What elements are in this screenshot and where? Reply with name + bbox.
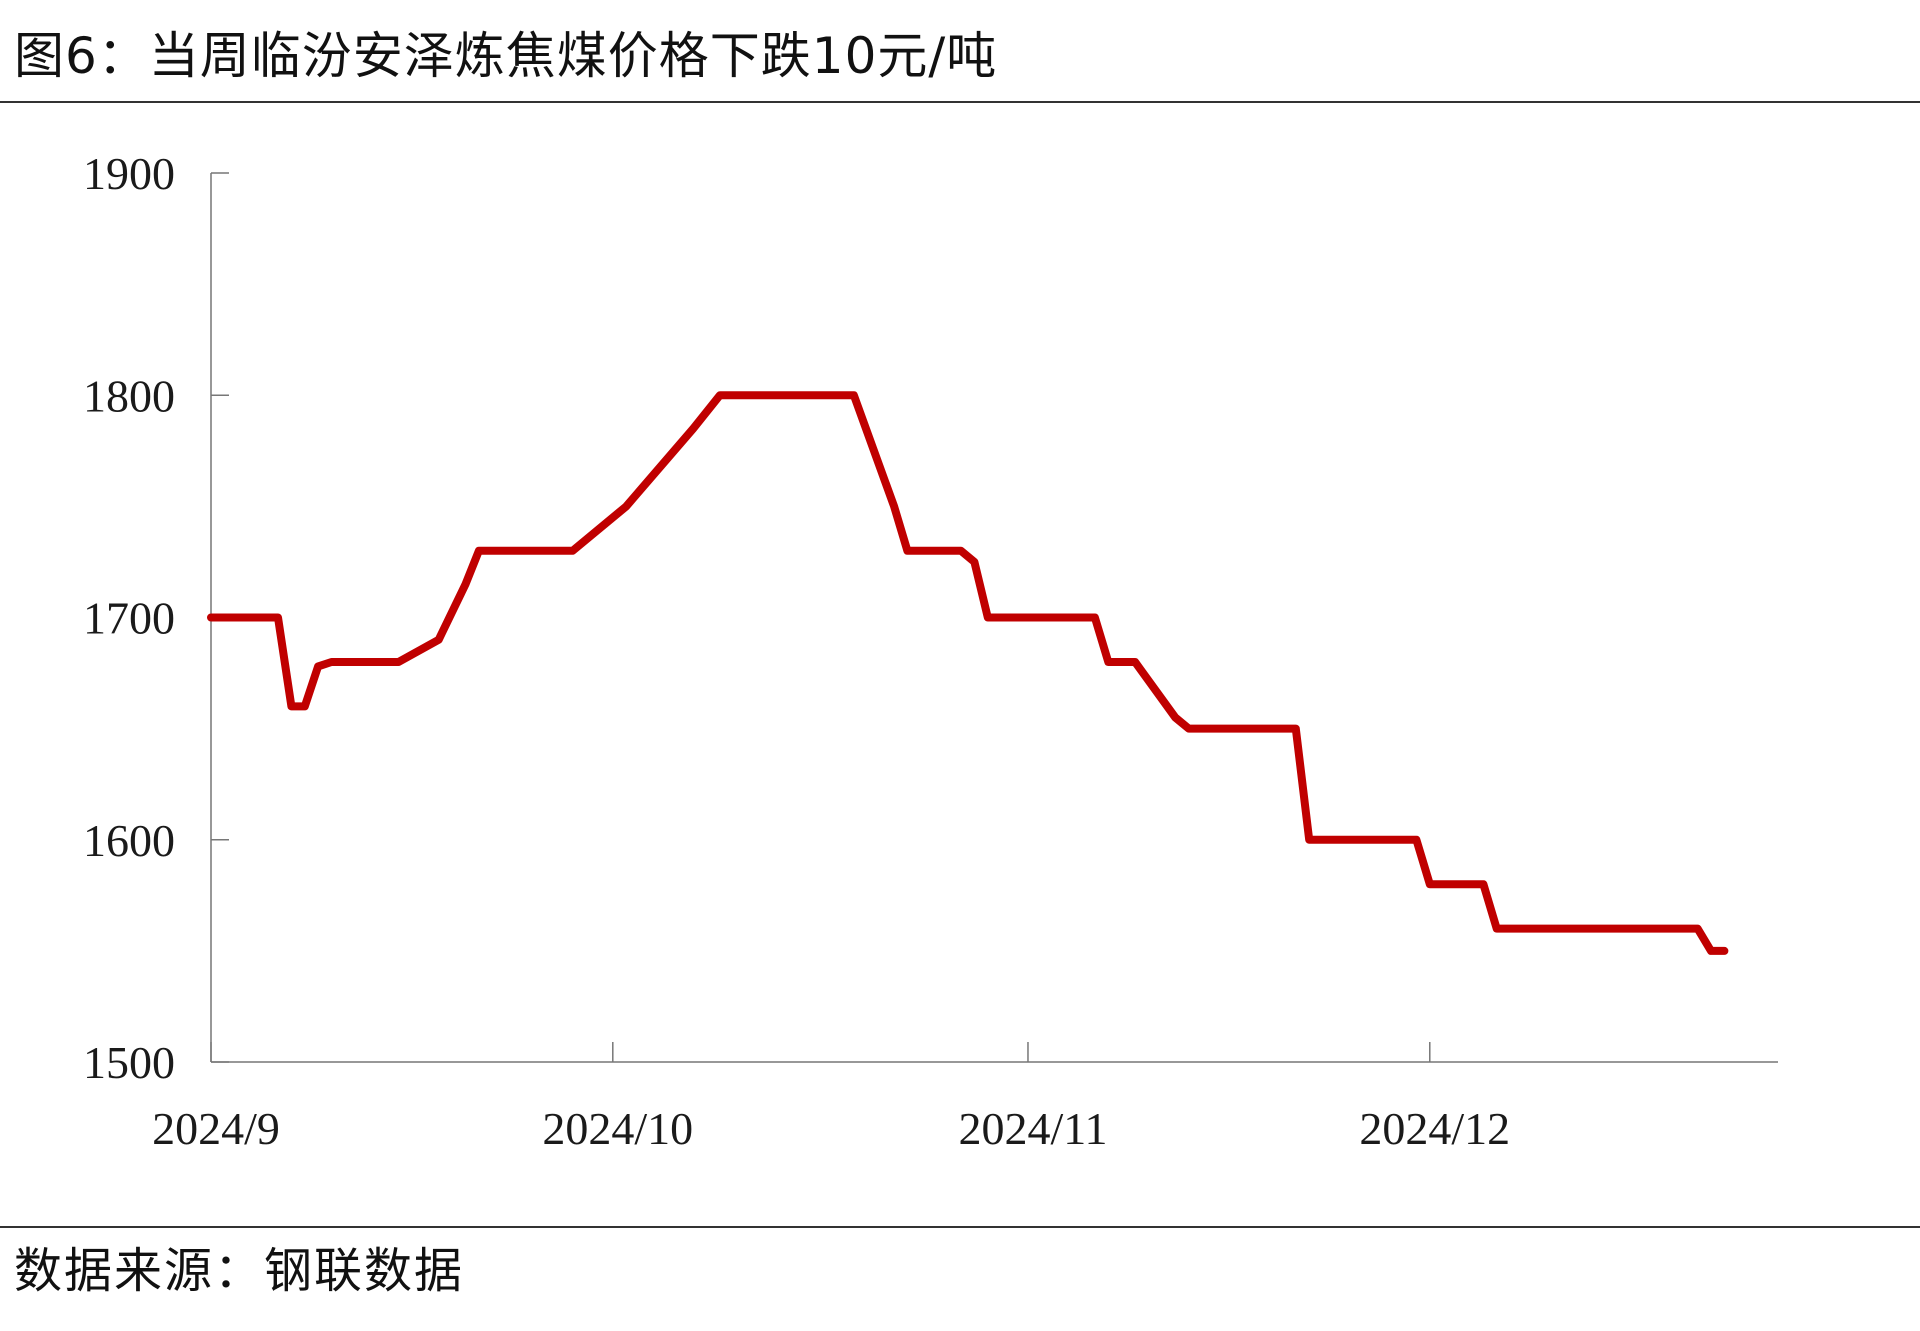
x-tick-label: 2024/9	[152, 1103, 280, 1154]
source-divider	[0, 1226, 1920, 1228]
data-source: 数据来源：钢联数据	[14, 1243, 465, 1299]
title-divider	[0, 101, 1920, 103]
x-tick-label: 2024/11	[958, 1103, 1107, 1154]
series-line	[207, 391, 1729, 955]
y-tick-label: 1500	[83, 1037, 175, 1088]
x-tick-label: 2024/10	[542, 1103, 693, 1154]
y-tick-label: 1900	[83, 148, 175, 199]
x-tick-label: 2024/12	[1359, 1103, 1510, 1154]
figure-title: 图6：当周临汾安泽炼焦煤价格下跌10元/吨	[14, 27, 998, 85]
y-axis-ticks: 1500 1600 1700 1800 1900	[83, 148, 229, 1088]
y-tick-label: 1700	[83, 593, 175, 644]
y-tick-label: 1800	[83, 370, 175, 421]
series-lines	[207, 391, 1729, 955]
y-tick-label: 1600	[83, 815, 175, 866]
x-axis-ticks: 2024/9 2024/10 2024/11 2024/12	[152, 1042, 1510, 1154]
